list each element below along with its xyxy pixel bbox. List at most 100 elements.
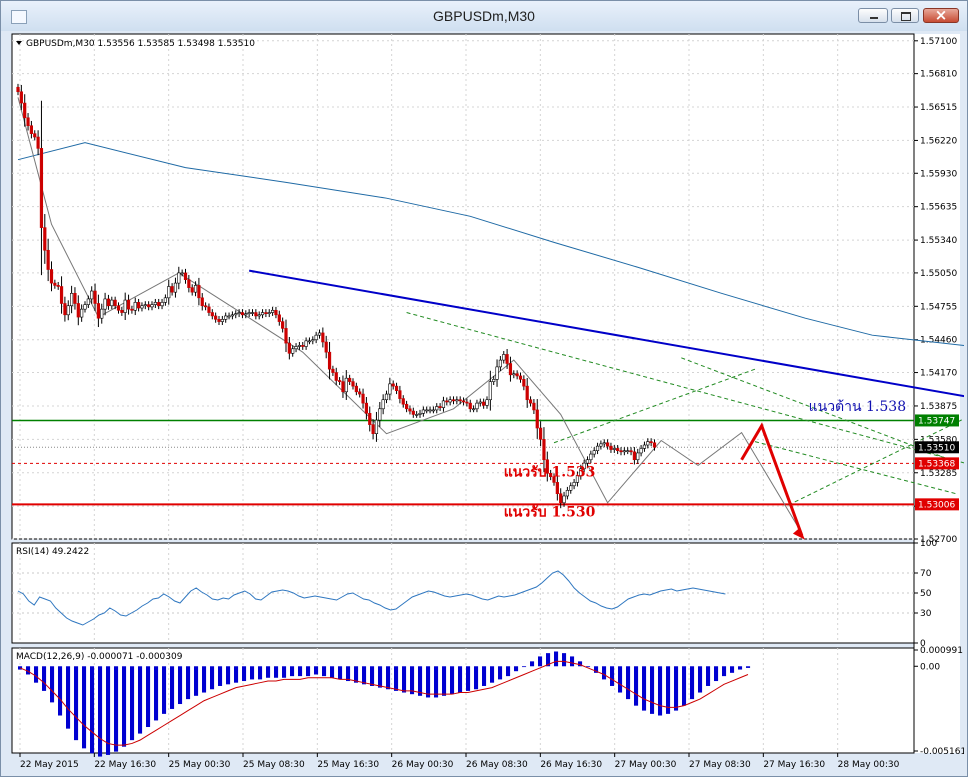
candle-body xyxy=(39,148,44,228)
candle-body xyxy=(173,282,178,293)
macd-histogram-bar xyxy=(474,666,479,690)
macd-histogram-bar xyxy=(626,666,631,700)
candle-body xyxy=(334,372,338,381)
candle-body xyxy=(264,312,268,314)
price-tick-label: 1.56515 xyxy=(920,103,957,113)
macd-histogram-bar xyxy=(602,666,607,680)
candle-body xyxy=(46,249,50,270)
candle-body xyxy=(629,450,633,453)
macd-histogram-bar xyxy=(650,666,655,714)
macd-histogram-bar xyxy=(570,656,575,667)
candle-body xyxy=(525,385,529,401)
macd-histogram-bar xyxy=(530,661,535,667)
candle-body xyxy=(649,441,653,444)
candle-body xyxy=(354,385,358,393)
candle-body xyxy=(562,495,566,504)
macd-histogram-bar xyxy=(378,666,383,688)
candle-body xyxy=(512,373,516,376)
candle-body xyxy=(418,413,422,415)
price-tick-label: 1.54460 xyxy=(920,336,957,346)
candle-body xyxy=(59,286,64,304)
candle-body xyxy=(307,340,312,343)
x-tick-label: 26 May 16:30 xyxy=(540,760,602,770)
candle-body xyxy=(197,285,201,299)
macd-histogram-bar xyxy=(642,666,647,711)
macd-histogram-bar xyxy=(658,666,663,716)
candle-body xyxy=(180,272,184,275)
moving-average-line xyxy=(17,142,964,347)
candle-body xyxy=(317,332,322,336)
trend-line xyxy=(248,269,964,398)
candle-body xyxy=(170,286,174,293)
candle-body xyxy=(331,368,335,373)
macd-histogram-bar xyxy=(298,666,303,677)
candle-body xyxy=(589,453,593,461)
macd-histogram-bar xyxy=(98,666,103,757)
macd-histogram-bar xyxy=(330,666,335,678)
candle-body xyxy=(150,304,154,308)
candle-body xyxy=(240,312,245,316)
candle-body xyxy=(86,298,90,305)
macd-histogram-bar xyxy=(346,666,351,682)
candle-body xyxy=(244,313,248,316)
candle-body xyxy=(267,312,271,314)
candle-body xyxy=(632,451,636,461)
candle-body xyxy=(579,468,583,476)
candle-body xyxy=(217,319,221,322)
candle-body xyxy=(247,312,251,314)
channel-dashed-line xyxy=(788,418,964,506)
macd-histogram-bar xyxy=(722,666,727,677)
x-tick-label: 26 May 08:30 xyxy=(466,760,528,770)
candle-body xyxy=(113,299,117,307)
macd-histogram-bar xyxy=(58,666,63,716)
macd-histogram-bar xyxy=(418,666,423,696)
macd-histogram-bar xyxy=(746,666,751,668)
chart-window-icon[interactable] xyxy=(11,10,27,24)
candle-body xyxy=(137,302,141,309)
candle-body xyxy=(585,459,590,464)
candle-body xyxy=(438,406,442,408)
candle-body xyxy=(368,413,372,425)
candle-body xyxy=(391,383,395,387)
candle-body xyxy=(458,399,462,402)
chart-area[interactable]: 22 May 2015 22 May 16:30 25 May 00:30 25 Ma… xyxy=(9,31,964,771)
macd-histogram-bar xyxy=(322,666,327,677)
candle-body xyxy=(193,285,198,293)
candle-body xyxy=(19,91,23,104)
dashed-price-tag: 1.53368 xyxy=(918,459,955,469)
restore-button[interactable] xyxy=(891,8,919,23)
macd-level-label: 0.00 xyxy=(920,662,940,672)
candle-body xyxy=(639,448,643,454)
candle-body xyxy=(505,354,509,364)
candle-body xyxy=(230,314,235,317)
macd-histogram-bar xyxy=(442,666,447,696)
candle-body xyxy=(378,408,382,421)
candle-body xyxy=(609,445,613,450)
candle-body xyxy=(622,450,626,453)
candle-body xyxy=(508,363,513,376)
candle-body xyxy=(291,348,295,354)
candle-body xyxy=(461,400,466,403)
candle-body xyxy=(482,401,486,406)
zigzag-line xyxy=(17,97,803,534)
candle-body xyxy=(167,286,171,299)
macd-histogram-bar xyxy=(514,666,519,672)
macd-histogram-bar xyxy=(258,666,263,680)
candle-body xyxy=(63,303,67,316)
close-button[interactable] xyxy=(923,6,959,24)
macd-histogram-bar xyxy=(498,666,503,680)
x-tick-label: 27 May 00:30 xyxy=(615,760,677,770)
candle-body xyxy=(260,312,265,316)
candle-body xyxy=(23,102,27,119)
minimize-button[interactable] xyxy=(858,8,888,23)
x-tick-label: 22 May 16:30 xyxy=(94,760,156,770)
rsi-level-label: 30 xyxy=(920,609,932,619)
macd-histogram-bar xyxy=(34,666,39,683)
macd-histogram-bar xyxy=(154,666,159,721)
macd-histogram-bar xyxy=(706,666,711,686)
candle-body xyxy=(281,321,285,329)
candle-body xyxy=(257,314,261,317)
candle-body xyxy=(277,314,281,322)
candle-body xyxy=(398,390,402,399)
